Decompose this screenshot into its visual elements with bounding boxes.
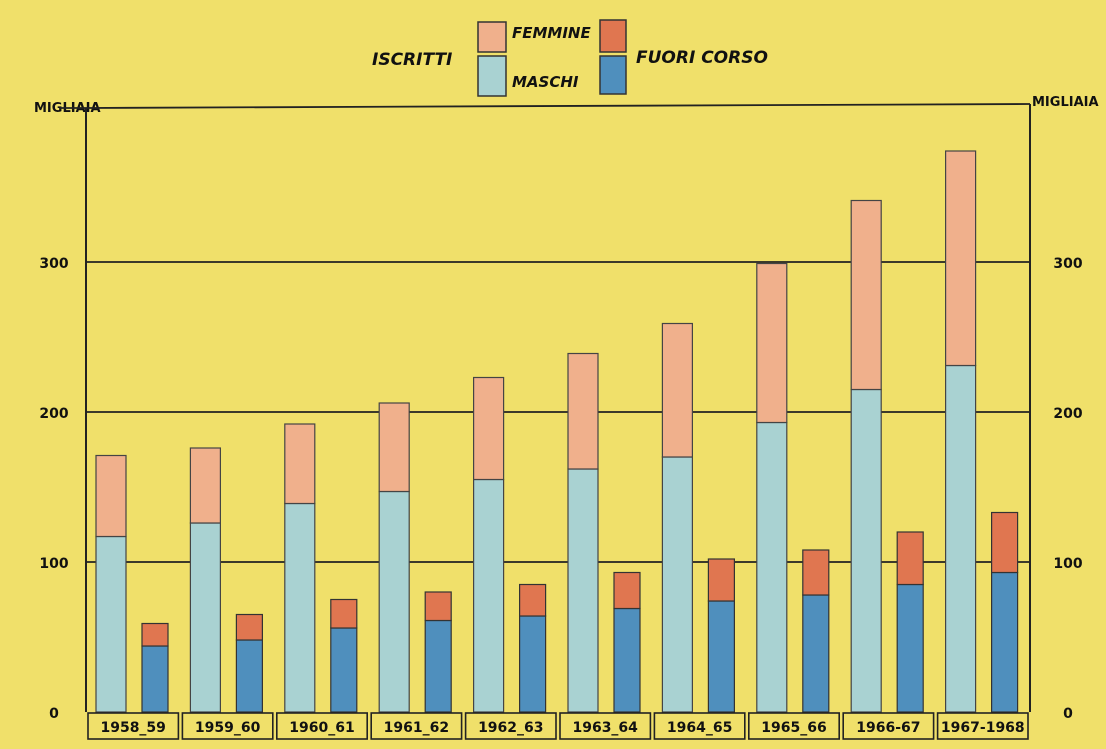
bar-fuori-corso-top (896, 531, 924, 586)
bar-maschi (95, 535, 127, 713)
bar-fuori-corso-bottom (990, 571, 1019, 713)
legend-swatch-fuori-corso-bottom (599, 55, 627, 95)
x-tick-label: 1959_60 (195, 720, 261, 736)
x-label-box (653, 712, 746, 740)
bar-fuori-corso-bottom (802, 594, 830, 713)
y-tick-label-left: 300 (39, 256, 68, 272)
legend-swatch-maschi (477, 55, 507, 97)
x-label-box (747, 712, 840, 740)
x-label-box (936, 712, 1029, 740)
x-tick-label: 1965_66 (761, 720, 826, 736)
bar-fuori-corso-top (141, 622, 169, 647)
x-label-box (87, 712, 180, 740)
legend-swatch-femmine (477, 21, 507, 53)
bar-fuori-corso-top (707, 558, 736, 602)
legend-iscritti-label: ISCRITTI (372, 50, 452, 70)
x-tick-label: 1960_61 (289, 720, 354, 736)
bar-fuori-corso-top (802, 549, 830, 596)
x-tick-label: 1958_59 (100, 720, 165, 736)
x-label-box (181, 712, 274, 740)
bar-fuori-corso-top (424, 591, 452, 622)
bar-femmine (284, 423, 316, 505)
legend-fuori-corso-label: FUORI CORSO (636, 48, 768, 68)
y-tick-label-right: 200 (1053, 406, 1082, 422)
y-tick-label-left: 200 (39, 406, 68, 422)
x-tick-label: 1961_62 (384, 720, 449, 736)
bar-maschi (473, 478, 505, 713)
bar-fuori-corso-top (330, 598, 358, 629)
x-label-box (842, 712, 935, 740)
bar-femmine (473, 376, 505, 481)
bar-maschi (189, 522, 221, 713)
bar-fuori-corso-bottom (613, 607, 641, 713)
x-label-box (275, 712, 368, 740)
bar-maschi (850, 388, 882, 713)
bar-maschi (378, 490, 410, 713)
bar-maschi (661, 456, 694, 713)
bar-maschi (284, 502, 316, 713)
bar-fuori-corso-bottom (235, 639, 263, 713)
x-labels-layer: 1958_59 1959_60 1960_61 1961_62 1962_63 1963_… (87, 712, 1029, 740)
bar-femmine (944, 150, 977, 367)
x-tick-label: 1962_63 (478, 720, 543, 736)
legend-femmine-label: FEMMINE (512, 24, 591, 42)
bar-fuori-corso-top (235, 613, 263, 641)
x-tick-label: 1966-67 (856, 720, 920, 736)
legend-maschi-label: MASCHI (512, 73, 579, 91)
bar-fuori-corso-bottom (330, 627, 358, 713)
bars-layer (95, 150, 1019, 713)
bar-femmine (378, 402, 410, 493)
bar-femmine (756, 262, 788, 424)
legend-swatch-fuori-corso-top (599, 19, 627, 53)
x-tick-label: 1963_64 (572, 720, 638, 736)
bar-maschi (756, 421, 788, 713)
x-label-box (559, 712, 652, 740)
bar-fuori-corso-bottom (896, 583, 924, 713)
y-axis-right-label: MIGLIAIA (1032, 95, 1099, 110)
y-tick-label-left: 0 (49, 706, 59, 722)
bar-femmine (95, 454, 127, 538)
bar-fuori-corso-top (990, 511, 1019, 574)
bar-femmine (661, 322, 694, 458)
bar-fuori-corso-bottom (518, 615, 547, 713)
bar-maschi (567, 468, 599, 713)
bar-fuori-corso-bottom (141, 645, 169, 713)
bar-fuori-corso-bottom (707, 600, 736, 713)
x-tick-label: 1964_65 (667, 720, 732, 736)
bar-fuori-corso-bottom (424, 619, 452, 713)
y-tick-label-right: 300 (1053, 256, 1082, 272)
y-tick-label-right: 100 (1053, 556, 1082, 572)
x-label-box (464, 712, 557, 740)
bar-femmine (189, 447, 221, 524)
top-line (85, 103, 1031, 109)
legend: ISCRITTI FEMMINE MASCHI FUORI CORSO (372, 19, 768, 97)
x-tick-label: 1967-1968 (941, 720, 1025, 736)
y-tick-label-right: 0 (1063, 706, 1073, 722)
bar-femmine (850, 199, 882, 391)
bar-femmine (567, 352, 599, 470)
ticks-layer: 0 0 100 100 200 200 300 300 (39, 256, 1082, 722)
y-tick-label-left: 100 (39, 556, 68, 572)
bar-fuori-corso-top (518, 583, 547, 617)
bar-maschi (944, 364, 977, 713)
bar-fuori-corso-top (613, 571, 641, 610)
x-label-box (370, 712, 463, 740)
